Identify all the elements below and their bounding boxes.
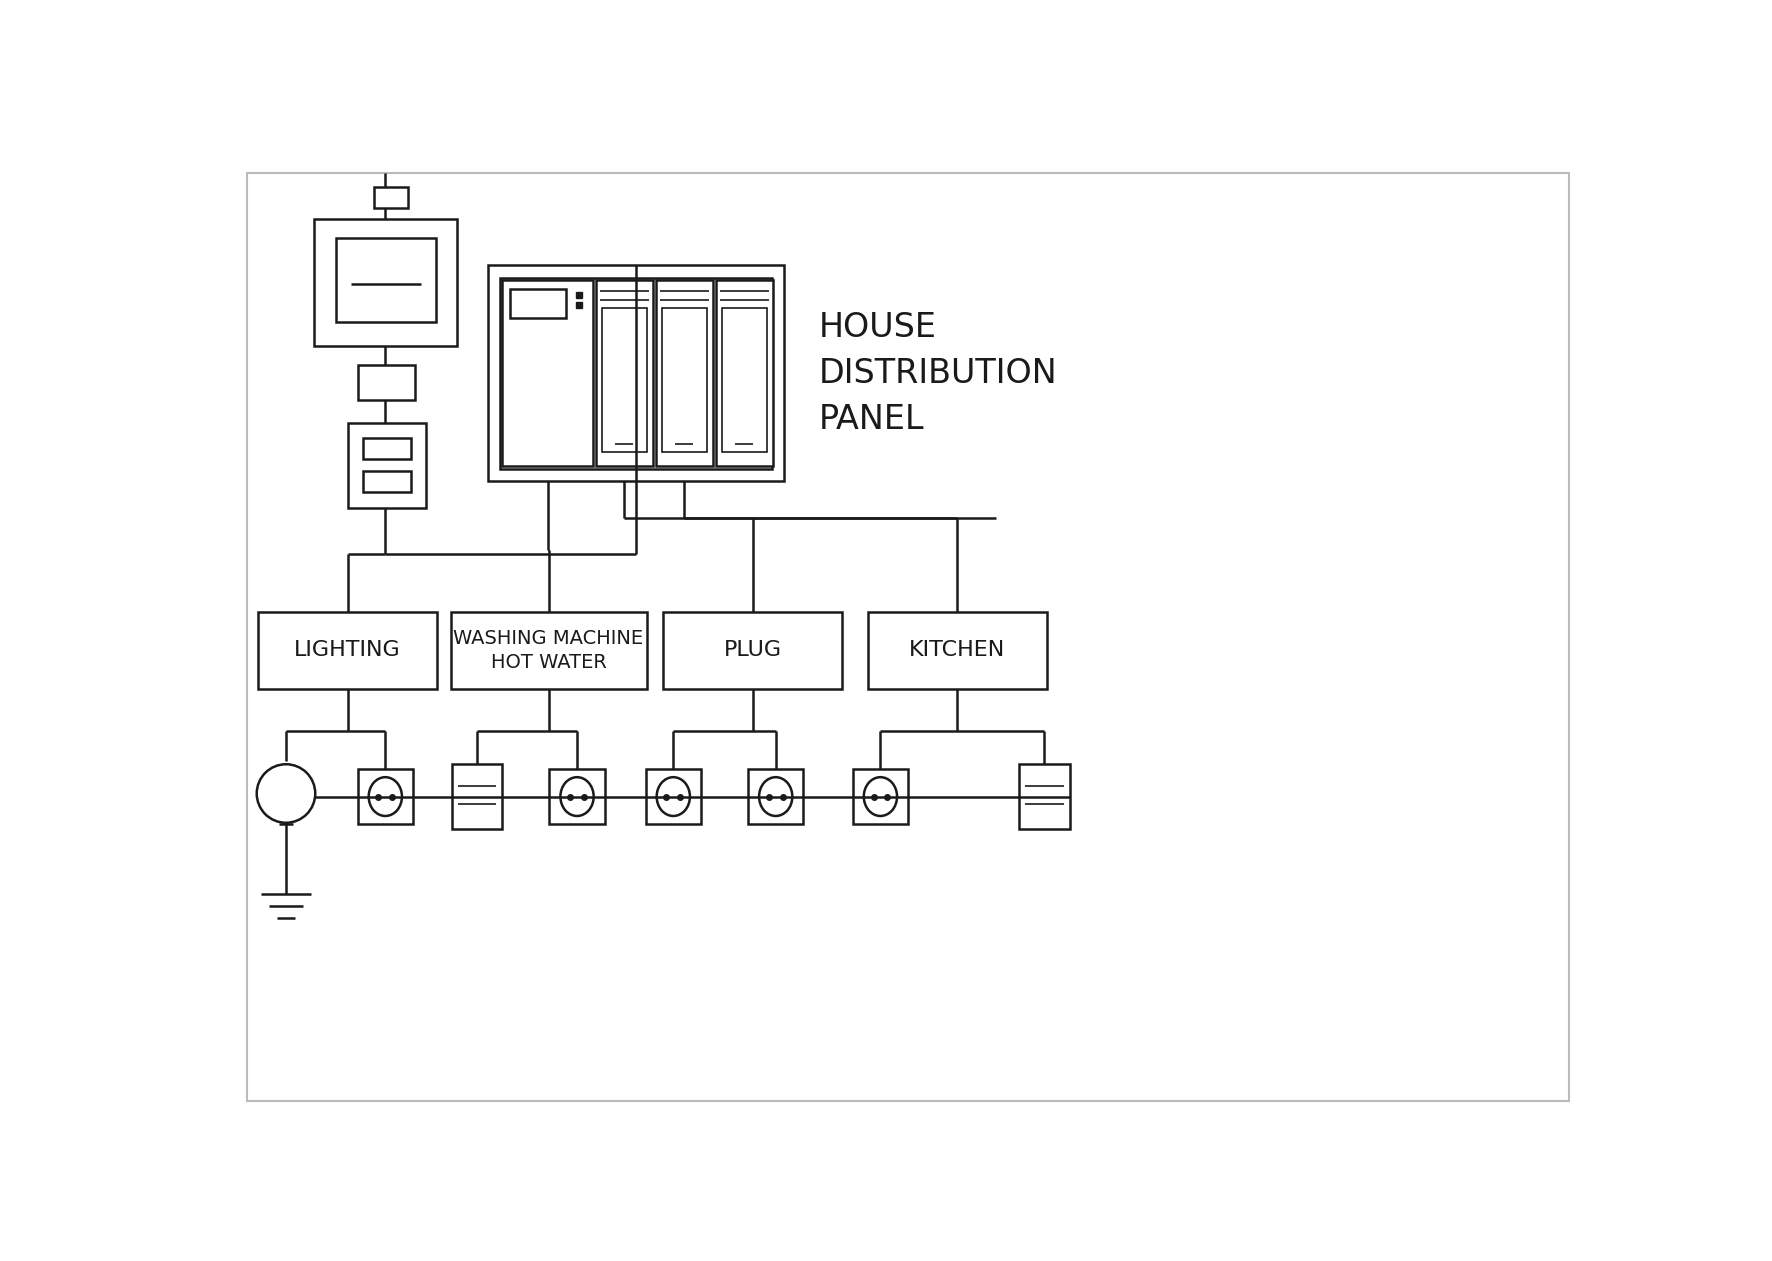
- Bar: [452, 764, 501, 828]
- Bar: [716, 280, 773, 467]
- Ellipse shape: [863, 777, 897, 816]
- Bar: [487, 265, 785, 480]
- Bar: [363, 470, 411, 493]
- Bar: [347, 424, 425, 508]
- Bar: [500, 277, 773, 469]
- Bar: [748, 769, 803, 825]
- Bar: [661, 308, 707, 451]
- Bar: [1019, 764, 1070, 828]
- Ellipse shape: [758, 777, 792, 816]
- Bar: [363, 438, 411, 459]
- Bar: [721, 308, 767, 451]
- Bar: [259, 612, 438, 689]
- Bar: [358, 366, 415, 400]
- Bar: [868, 612, 1047, 689]
- Circle shape: [257, 764, 315, 822]
- Bar: [645, 769, 702, 825]
- Bar: [374, 187, 408, 208]
- Bar: [852, 769, 907, 825]
- Bar: [656, 280, 714, 467]
- Bar: [595, 280, 654, 467]
- Bar: [663, 612, 842, 689]
- Bar: [314, 219, 457, 346]
- Bar: [602, 308, 647, 451]
- Bar: [358, 769, 413, 825]
- Text: KITCHEN: KITCHEN: [909, 641, 1005, 661]
- Ellipse shape: [369, 777, 402, 816]
- Bar: [337, 237, 436, 323]
- Text: HOUSE
DISTRIBUTION
PANEL: HOUSE DISTRIBUTION PANEL: [819, 310, 1058, 435]
- Bar: [501, 280, 594, 467]
- Bar: [549, 769, 604, 825]
- Ellipse shape: [657, 777, 689, 816]
- Bar: [510, 289, 565, 319]
- Text: WASHING MACHINE
HOT WATER: WASHING MACHINE HOT WATER: [454, 629, 643, 672]
- Ellipse shape: [560, 777, 594, 816]
- Text: PLUG: PLUG: [723, 641, 781, 661]
- Bar: [450, 612, 647, 689]
- Text: LIGHTING: LIGHTING: [294, 641, 400, 661]
